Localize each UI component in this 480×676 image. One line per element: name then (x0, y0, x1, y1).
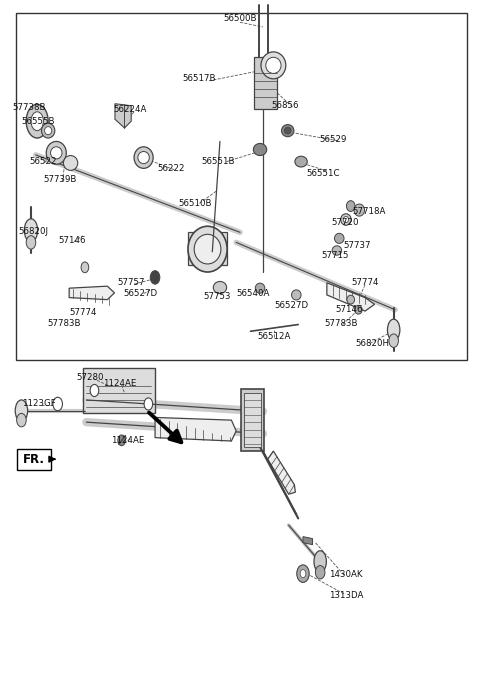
Ellipse shape (343, 216, 348, 222)
Ellipse shape (134, 147, 153, 168)
Bar (244, 393, 261, 447)
Text: 56540A: 56540A (237, 289, 270, 298)
Ellipse shape (45, 126, 52, 135)
Circle shape (150, 270, 160, 284)
Text: 57739B: 57739B (43, 175, 76, 185)
Ellipse shape (354, 204, 364, 216)
Ellipse shape (31, 112, 43, 130)
Ellipse shape (266, 57, 281, 74)
Text: 56527D: 56527D (275, 301, 309, 310)
Ellipse shape (355, 306, 362, 314)
Circle shape (26, 236, 36, 249)
Polygon shape (327, 283, 374, 311)
FancyBboxPatch shape (17, 449, 51, 470)
Text: 56224A: 56224A (114, 105, 147, 114)
Ellipse shape (50, 147, 62, 159)
Ellipse shape (46, 141, 66, 164)
Text: 1123GF: 1123GF (22, 400, 56, 408)
Text: 56500B: 56500B (223, 14, 257, 23)
Circle shape (90, 385, 99, 397)
Ellipse shape (261, 52, 286, 79)
Polygon shape (155, 418, 236, 441)
Text: 56555B: 56555B (22, 117, 55, 126)
Polygon shape (69, 286, 115, 299)
Circle shape (315, 566, 325, 579)
Ellipse shape (24, 219, 37, 242)
Ellipse shape (347, 295, 355, 304)
Circle shape (118, 435, 125, 445)
Ellipse shape (253, 143, 267, 155)
Bar (254, 57, 277, 109)
Ellipse shape (41, 123, 55, 138)
Text: 1124AE: 1124AE (111, 436, 144, 445)
Ellipse shape (15, 400, 28, 421)
Text: 1313DA: 1313DA (329, 591, 363, 600)
Text: 57774: 57774 (70, 308, 97, 317)
Text: 57280: 57280 (76, 372, 103, 381)
Ellipse shape (341, 214, 351, 225)
Text: 56512A: 56512A (258, 332, 291, 341)
Text: 57774: 57774 (351, 279, 379, 287)
Text: 57757: 57757 (118, 279, 145, 287)
Circle shape (144, 398, 153, 410)
Text: 56529: 56529 (319, 135, 347, 144)
Text: 56551C: 56551C (307, 168, 340, 178)
Ellipse shape (332, 246, 342, 256)
Polygon shape (115, 103, 131, 128)
Circle shape (297, 565, 309, 583)
Text: 56820H: 56820H (356, 339, 390, 348)
Text: 56517B: 56517B (183, 74, 216, 83)
Ellipse shape (284, 127, 291, 134)
Ellipse shape (63, 155, 78, 170)
Ellipse shape (295, 156, 307, 167)
Ellipse shape (188, 226, 227, 272)
Circle shape (300, 570, 306, 578)
Text: 56522: 56522 (30, 157, 57, 166)
Ellipse shape (213, 281, 227, 293)
Text: 56820J: 56820J (19, 227, 49, 236)
Text: 1124AE: 1124AE (103, 379, 136, 388)
Text: 57715: 57715 (322, 251, 349, 260)
Text: 57783B: 57783B (324, 318, 358, 328)
Text: 57738B: 57738B (12, 103, 46, 112)
Circle shape (389, 334, 398, 347)
Ellipse shape (387, 319, 400, 341)
Text: 57146: 57146 (335, 306, 362, 314)
Text: FR.: FR. (23, 453, 45, 466)
Text: 57718A: 57718A (352, 207, 385, 216)
Bar (241, 389, 264, 451)
Ellipse shape (26, 104, 48, 138)
Text: 57146: 57146 (58, 236, 86, 245)
Text: 56222: 56222 (157, 164, 184, 173)
Circle shape (17, 414, 26, 427)
Bar (189, 232, 227, 265)
Text: 56551B: 56551B (202, 157, 235, 166)
Polygon shape (268, 451, 295, 494)
Text: 56527D: 56527D (124, 289, 158, 298)
Ellipse shape (314, 551, 326, 573)
Ellipse shape (194, 235, 221, 264)
Circle shape (81, 262, 89, 272)
Ellipse shape (138, 151, 149, 164)
Text: 57737: 57737 (343, 241, 371, 249)
Text: 57720: 57720 (331, 218, 359, 226)
Text: 56856: 56856 (272, 101, 299, 110)
Polygon shape (303, 537, 312, 545)
Text: 1430AK: 1430AK (329, 571, 363, 579)
Ellipse shape (291, 290, 301, 300)
Bar (83, 368, 155, 414)
Ellipse shape (335, 233, 344, 243)
Ellipse shape (255, 283, 265, 293)
Text: 56510B: 56510B (178, 199, 211, 208)
Text: 57753: 57753 (204, 292, 231, 301)
Circle shape (53, 397, 62, 411)
Text: 57783B: 57783B (48, 318, 81, 328)
Ellipse shape (347, 201, 355, 212)
Ellipse shape (281, 124, 294, 137)
